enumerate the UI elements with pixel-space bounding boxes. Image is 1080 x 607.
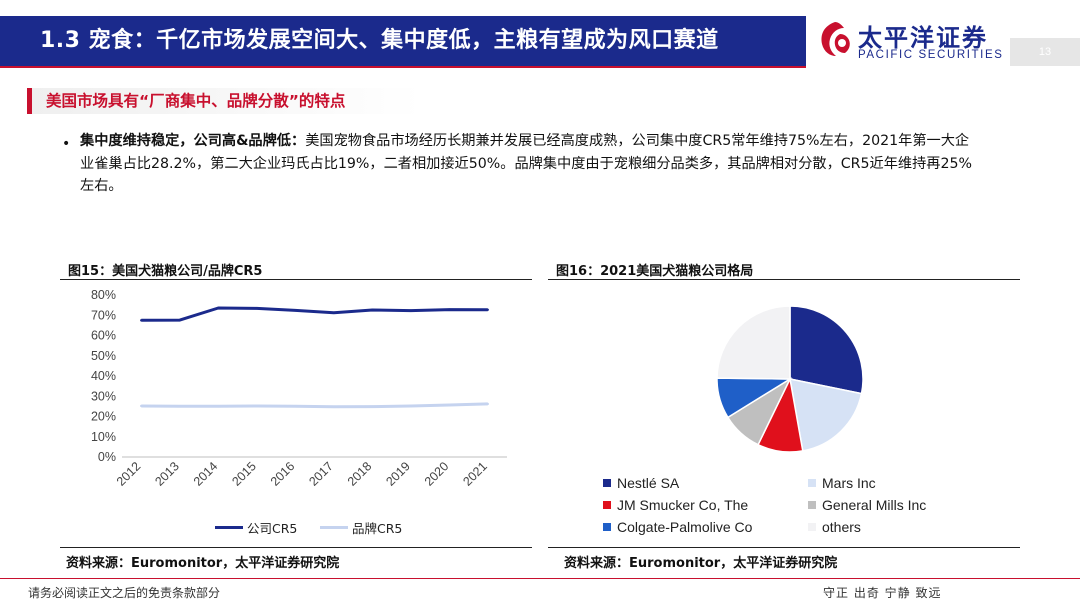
pie-legend-label-colgate: Colgate-Palmolive Co [617, 519, 753, 535]
bullet-marker: • [62, 136, 71, 152]
data-point [486, 308, 489, 311]
figure16-source-rule [548, 547, 1020, 548]
x-tick-label: 2017 [306, 459, 336, 489]
data-point [178, 318, 181, 322]
y-tick-label: 40% [91, 369, 116, 383]
pie-legend-label-jm-smucker: JM Smucker Co, The [617, 497, 749, 513]
data-point [371, 405, 374, 408]
y-tick-label: 20% [91, 410, 116, 424]
footer-rule [0, 578, 1080, 579]
company-logo: 太平洋证券 PACIFIC SECURITIES [818, 16, 1008, 66]
data-point [448, 403, 451, 407]
pie-slice-others [716, 305, 791, 380]
y-tick-label: 0% [98, 450, 116, 464]
data-point [140, 319, 143, 322]
pie-legend-item-nestle: Nestlé SA [603, 475, 679, 491]
section-heading-marker [27, 88, 32, 114]
data-point [255, 404, 258, 408]
x-tick-label: 2016 [268, 459, 298, 489]
y-tick-label: 10% [91, 430, 116, 444]
pie-legend-item-mars: Mars Inc [808, 475, 876, 491]
data-point [409, 309, 412, 312]
footer-disclaimer: 请务必阅读正文之后的免责条款部分 [28, 586, 221, 600]
pie-legend-item-general-mills: General Mills Inc [808, 497, 926, 513]
title-accent-line [0, 66, 806, 68]
data-point [217, 306, 220, 310]
data-point [217, 404, 220, 408]
figure15-source: 资料来源：Euromonitor，太平洋证券研究院 [66, 556, 340, 571]
legend-item-brand-cr5: 品牌CR5 [320, 518, 402, 537]
series-line-company-cr5 [141, 306, 488, 322]
y-tick-label: 60% [91, 329, 116, 343]
pie-legend-swatch-mars [808, 479, 816, 488]
pie-legend-label-others: others [822, 519, 861, 535]
pie-legend-item-others: others [808, 519, 861, 535]
x-tick-label: 2013 [152, 459, 182, 489]
legend-label-company-cr5: 公司CR5 [247, 521, 298, 536]
figure16-top-rule [548, 279, 1020, 280]
pie-slice-mars [789, 378, 863, 452]
x-tick-label: 2012 [114, 459, 144, 489]
pie-legend-label-mars: Mars Inc [822, 475, 876, 491]
slide-title: 1.3 宠食：千亿市场发展空间大、集中度低，主粮有望成为风口赛道 [40, 28, 719, 53]
paragraph-lead: 集中度维持稳定，公司高&品牌低： [80, 133, 306, 149]
pie-legend-swatch-others [808, 523, 816, 532]
figure16-title: 图16：2021美国犬猫粮公司格局 [556, 264, 754, 279]
y-tick-label: 50% [91, 349, 116, 363]
x-tick-label: 2015 [229, 459, 259, 489]
pie-legend-swatch-colgate [603, 523, 611, 532]
logo-chinese-name: 太平洋证券 [858, 24, 988, 52]
figure15-source-rule [60, 547, 532, 548]
data-point [332, 311, 335, 315]
logo-mark-icon [821, 22, 850, 56]
x-tick-label: 2019 [383, 459, 413, 489]
pie-legend-swatch-nestle [603, 479, 611, 488]
legend-label-brand-cr5: 品牌CR5 [352, 521, 403, 536]
data-point [255, 307, 258, 310]
x-tick-label: 2018 [345, 459, 375, 489]
section-heading: 美国市场具有“厂商集中、品牌分散”的特点 [46, 92, 346, 110]
data-point [178, 404, 181, 408]
page-number: 13 [1010, 38, 1080, 66]
data-point [486, 402, 489, 406]
y-tick-label: 70% [91, 308, 116, 322]
data-point [371, 308, 374, 312]
footer-slogan: 守正 出奇 宁静 致远 [823, 586, 942, 600]
data-point [448, 308, 451, 311]
pie-legend-swatch-jm-smucker [603, 501, 611, 510]
pie-legend-item-jm-smucker: JM Smucker Co, The [603, 497, 748, 513]
body-paragraph: 集中度维持稳定，公司高&品牌低：美国宠物食品市场经历长期兼并发展已经高度成熟，公… [80, 130, 980, 198]
y-tick-label: 80% [91, 288, 116, 302]
x-tick-label: 2020 [422, 459, 452, 489]
pie-legend-label-general-mills: General Mills Inc [822, 497, 927, 513]
y-tick-label: 30% [91, 389, 116, 403]
data-point [332, 405, 335, 408]
x-tick-label: 2021 [460, 459, 490, 489]
pie-legend-item-colgate: Colgate-Palmolive Co [603, 519, 752, 535]
data-point [140, 404, 143, 408]
series-line-brand-cr5 [141, 402, 488, 409]
figure16-source: 资料来源：Euromonitor，太平洋证券研究院 [564, 556, 838, 571]
legend-item-company-cr5: 公司CR5 [215, 518, 297, 537]
pie-legend-swatch-general-mills [808, 501, 816, 510]
legend-swatch-company-cr5 [215, 526, 243, 529]
legend-swatch-brand-cr5 [320, 526, 348, 529]
pie-legend-label-nestle: Nestlé SA [617, 475, 680, 491]
x-tick-label: 2014 [191, 459, 221, 489]
company-share-pie-chart [716, 305, 864, 453]
section-heading-background [32, 88, 422, 114]
data-point [409, 404, 412, 408]
title-bar: 1.3 宠食：千亿市场发展空间大、集中度低，主粮有望成为风口赛道 [0, 16, 806, 66]
paragraph-text: 美国宠物食品市场经历长期兼并发展已经高度成熟，公司集中度CR5常年维持75%左右… [80, 133, 973, 194]
figure15-title: 图15：美国犬猫粮公司/品牌CR5 [68, 264, 263, 279]
cr5-line-chart: 0% 10% 20% 30% 40% 50% 60% 70% 80% 2012 2013 2014 20… [91, 288, 507, 489]
pie-slice-nestle [789, 305, 864, 395]
figure15-top-rule [60, 279, 532, 280]
data-point [294, 309, 297, 312]
logo-english-name: PACIFIC SECURITIES [858, 49, 1004, 61]
data-point [294, 404, 297, 408]
